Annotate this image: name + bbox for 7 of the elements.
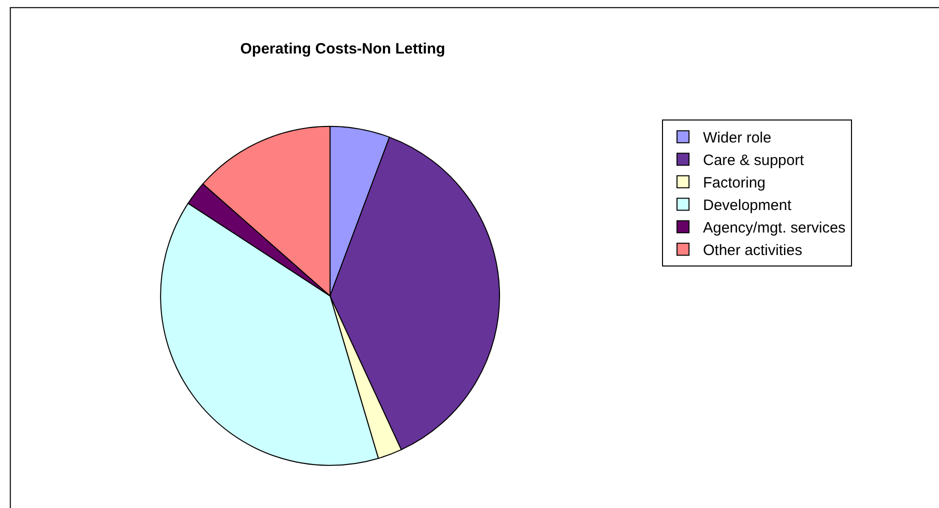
legend-label: Wider role [702,130,772,147]
legend-label: Agency/mgt. services [702,220,846,237]
chart-title: Operating Costs-Non Letting [240,40,446,58]
legend-label: Development [702,197,792,214]
legend-label: Other activities [702,242,802,260]
legend-label: Care & support [702,152,805,170]
legend-label: Factoring [702,174,766,192]
